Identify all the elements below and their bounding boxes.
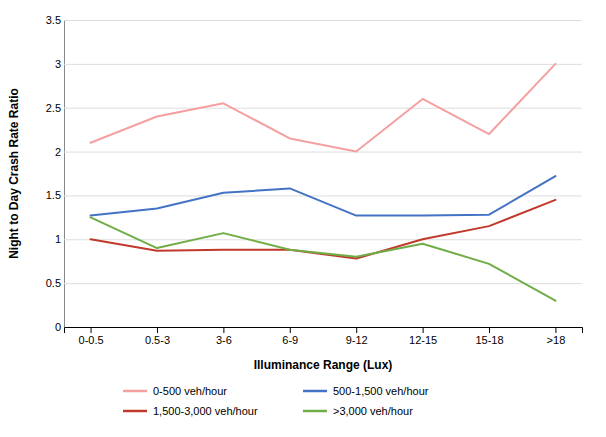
series-line [91,217,556,300]
x-tick: >18 [547,327,566,346]
y-tick: 1.5 [46,189,582,201]
y-tick: 3 [55,58,582,70]
tick-label: 0.5 [46,277,61,289]
tick-label: >18 [547,334,566,346]
tick-mark [555,327,556,333]
tick-label: 15-18 [475,334,503,346]
x-tick: 0-0.5 [79,327,104,346]
grid-line [64,20,582,21]
series-line [91,176,556,215]
y-tick: 2.5 [46,102,582,114]
legend-item: 500-1,500 veh/hour [303,385,429,397]
y-tick: 3.5 [46,14,582,26]
y-tick: 0.5 [46,277,582,289]
x-tick: 6-9 [282,327,298,346]
axis-line [64,21,65,328]
legend-label: 1,500-3,000 veh/hour [153,405,258,417]
tick-label: 12-15 [409,334,437,346]
grid-line [64,283,582,284]
legend-swatch [123,410,147,413]
legend-swatch [123,390,147,393]
tick-mark [489,327,490,333]
series-line [91,64,556,152]
tick-mark [356,327,357,333]
axis-line [65,328,583,334]
tick-label: 9-12 [346,334,368,346]
tick-label: 0.5-3 [145,334,170,346]
legend-label: 500-1,500 veh/hour [333,385,429,397]
y-tick: 1 [55,233,582,245]
x-tick: 0.5-3 [145,327,170,346]
tick-label: 2 [55,146,61,158]
grid-line [64,152,582,153]
tick-label: 2.5 [46,102,61,114]
tick-mark [423,327,424,333]
tick-mark [91,327,92,333]
tick-label: 3.5 [46,14,61,26]
x-tick: 3-6 [216,327,232,346]
tick-label: 0 [55,321,61,333]
tick-mark [223,327,224,333]
x-tick: 9-12 [346,327,368,346]
grid-line [64,108,582,109]
legend: 0-500 veh/hour 500-1,500 veh/hour 1,500-3,… [123,385,429,417]
tick-label: 3-6 [216,334,232,346]
y-axis-title: Night to Day Crash Rate Ratio [7,88,21,259]
legend-item: 1,500-3,000 veh/hour [123,405,258,417]
plot: 0 0.5 1 1.5 2 2.5 3 3.5 0-0.5 0.5-3 3-6 6-9 9-12 12-1… [46,14,583,346]
tick-label: 0-0.5 [79,334,104,346]
legend-label: >3,000 veh/hour [333,405,413,417]
legend-swatch [303,390,327,393]
legend-label: 0-500 veh/hour [153,385,227,397]
tick-label: 3 [55,58,61,70]
tick-label: 1.5 [46,189,61,201]
y-tick: 0 [55,321,582,333]
legend-item: >3,000 veh/hour [303,405,413,417]
legend-item: 0-500 veh/hour [123,385,227,397]
tick-mark [290,327,291,333]
tick-label: 6-9 [282,334,298,346]
grid-line [64,195,582,196]
x-tick: 12-15 [409,327,437,346]
y-axis: 0 0.5 1 1.5 2 2.5 3 3.5 [46,14,582,333]
chart: 0 0.5 1 1.5 2 2.5 3 3.5 0-0.5 0.5-3 3-6 6-9 9-12 12-1… [0,0,606,437]
series-group [91,64,556,301]
x-axis-title: Illuminance Range (Lux) [254,358,393,372]
y-tick: 2 [55,146,582,158]
x-axis: 0-0.5 0.5-3 3-6 6-9 9-12 12-15 15-18 >18 [65,327,583,346]
series-line [91,200,556,259]
legend-swatch [303,410,327,413]
x-tick: 15-18 [475,327,503,346]
tick-mark [157,327,158,333]
tick-label: 1 [55,233,61,245]
grid-line [64,64,582,65]
